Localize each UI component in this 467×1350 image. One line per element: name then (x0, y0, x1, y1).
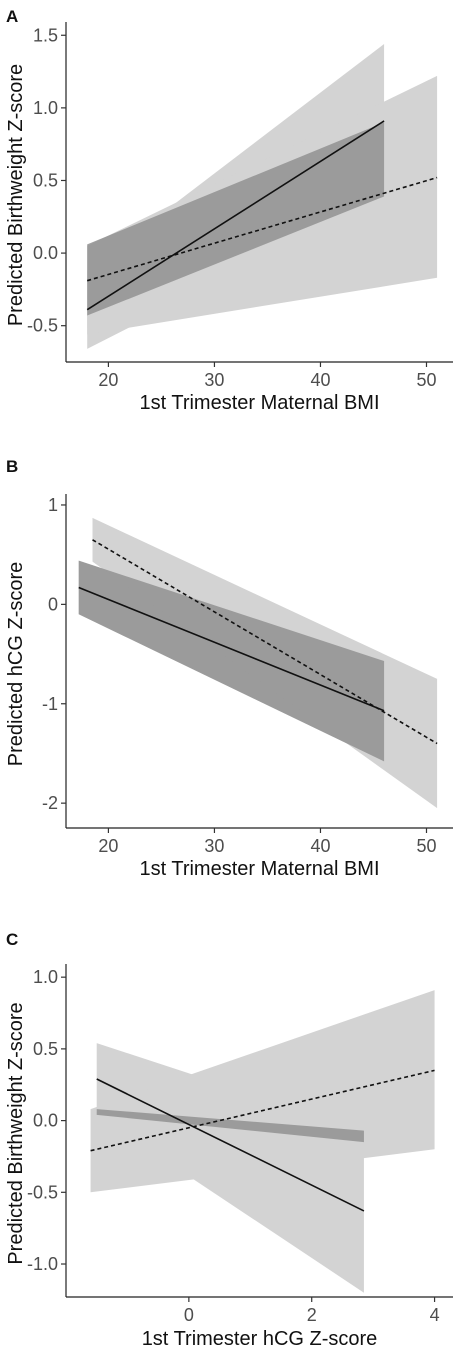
x-axis-title: 1st Trimester Maternal BMI (139, 392, 379, 414)
x-tick-label: 30 (204, 370, 224, 390)
y-tick-label: -0.5 (27, 1182, 58, 1202)
x-tick-label: 40 (310, 836, 330, 856)
ci-band-dashed (90, 990, 435, 1193)
ci-band-overlap (96, 1109, 364, 1143)
panel-letter: C (6, 930, 18, 949)
x-axis-title: 1st Trimester Maternal BMI (139, 858, 379, 880)
y-tick-label: 1.0 (33, 967, 58, 987)
x-axis-title: 1st Trimester hCG Z-score (142, 1328, 378, 1350)
y-tick-label: 0.0 (33, 243, 58, 263)
y-tick-label: 0.5 (33, 1039, 58, 1059)
y-axis-title: Predicted Birthweight Z-score (5, 64, 27, 326)
y-axis-title: Predicted Birthweight Z-score (5, 1002, 27, 1264)
y-tick-label: 0.0 (33, 1111, 58, 1131)
fit-line-dashed (90, 1069, 435, 1152)
y-tick-label: 0.5 (33, 170, 58, 190)
x-tick-label: 20 (98, 370, 118, 390)
panel-c: C -1.0 -0.5 0.0 0.5 1.0 0 2 4 1st Trimester hCG Z… (5, 930, 453, 1350)
panel-a: A -0.5 0.0 0.5 1.0 1.5 20 30 40 50 1st Trimester M… (5, 7, 453, 414)
ci-band-overlap (87, 122, 385, 316)
y-tick-label: -2 (42, 793, 58, 813)
x-tick-label: 40 (310, 370, 330, 390)
x-tick-label: 2 (307, 1305, 317, 1325)
ci-band-overlap (78, 560, 385, 762)
y-axis-title: Predicted hCG Z-score (5, 562, 27, 767)
fit-line-solid (96, 1078, 365, 1212)
x-tick-label: 0 (184, 1305, 194, 1325)
y-tick-label: 0 (48, 594, 58, 614)
y-tick-label: 1 (48, 495, 58, 515)
x-tick-label: 50 (416, 370, 436, 390)
y-tick-label: -0.5 (27, 316, 58, 336)
x-tick-label: 4 (430, 1305, 440, 1325)
panel-b: B -2 -1 0 1 20 30 40 50 1st Trimester Maternal BM… (5, 457, 453, 880)
y-tick-label: -1 (42, 694, 58, 714)
fit-line-dashed (86, 176, 438, 282)
fit-line-solid (78, 586, 385, 712)
y-tick-label: -1.0 (27, 1254, 58, 1274)
panel-letter: B (6, 457, 18, 476)
y-tick-label: 1.5 (33, 25, 58, 45)
x-tick-label: 30 (204, 836, 224, 856)
fit-line-dashed (92, 539, 438, 745)
panel-letter: A (6, 7, 18, 26)
x-tick-label: 20 (98, 836, 118, 856)
y-tick-label: 1.0 (33, 98, 58, 118)
fit-line-solid (86, 120, 385, 311)
x-tick-label: 50 (416, 836, 436, 856)
